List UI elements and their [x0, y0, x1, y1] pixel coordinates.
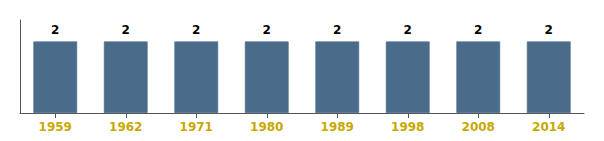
- svg-text:1998: 1998: [391, 120, 424, 134]
- svg-text:2: 2: [122, 23, 130, 37]
- svg-text:2: 2: [474, 23, 482, 37]
- svg-text:2: 2: [404, 23, 412, 37]
- svg-text:2014: 2014: [532, 120, 565, 134]
- svg-text:1959: 1959: [39, 120, 72, 134]
- svg-text:1980: 1980: [250, 120, 283, 134]
- svg-text:1962: 1962: [109, 120, 142, 134]
- svg-text:2: 2: [51, 23, 59, 37]
- svg-text:1971: 1971: [180, 120, 213, 134]
- svg-text:2: 2: [545, 23, 553, 37]
- svg-text:1989: 1989: [321, 120, 354, 134]
- svg-text:2: 2: [263, 23, 271, 37]
- svg-text:2: 2: [333, 23, 341, 37]
- svg-text:2008: 2008: [462, 120, 495, 134]
- svg-text:2: 2: [192, 23, 200, 37]
